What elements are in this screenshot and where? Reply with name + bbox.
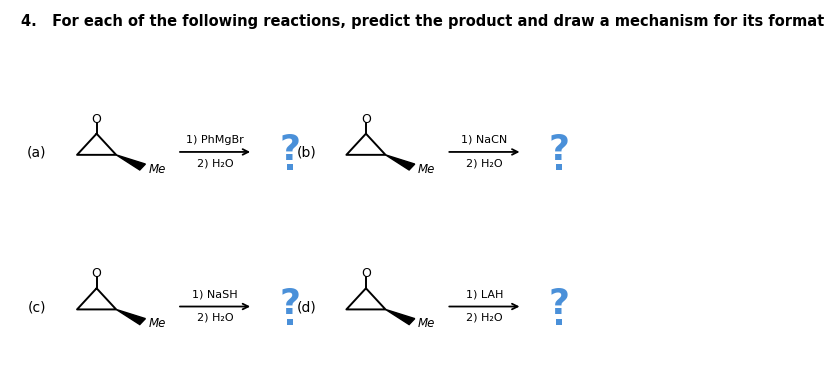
Polygon shape — [116, 155, 145, 170]
Text: 1) PhMgBr: 1) PhMgBr — [186, 135, 244, 145]
Text: (d): (d) — [296, 300, 316, 314]
Text: 2) H₂O: 2) H₂O — [196, 158, 233, 168]
Polygon shape — [116, 309, 145, 325]
Text: O: O — [361, 113, 371, 126]
Text: 2) H₂O: 2) H₂O — [466, 313, 502, 323]
Text: 1) LAH: 1) LAH — [465, 289, 503, 299]
Text: (b): (b) — [296, 145, 316, 160]
Text: Me: Me — [417, 163, 435, 176]
Text: 1) NaCN: 1) NaCN — [461, 135, 507, 145]
Text: ?: ? — [280, 132, 300, 167]
Text: 1) NaSH: 1) NaSH — [192, 289, 238, 299]
Text: (a): (a) — [27, 145, 46, 160]
Text: Me: Me — [417, 318, 435, 330]
Text: O: O — [92, 267, 101, 280]
Text: 4.   For each of the following reactions, predict the product and draw a mechani: 4. For each of the following reactions, … — [21, 15, 825, 29]
Text: 2) H₂O: 2) H₂O — [196, 313, 233, 323]
Text: ?: ? — [280, 287, 300, 321]
Polygon shape — [385, 309, 415, 325]
Text: Me: Me — [148, 318, 166, 330]
Text: (c): (c) — [27, 300, 46, 314]
Text: ?: ? — [549, 287, 569, 321]
Text: 2) H₂O: 2) H₂O — [466, 158, 502, 168]
Polygon shape — [385, 155, 415, 170]
Text: O: O — [361, 267, 371, 280]
Text: Me: Me — [148, 163, 166, 176]
Text: ?: ? — [549, 132, 569, 167]
Text: O: O — [92, 113, 101, 126]
